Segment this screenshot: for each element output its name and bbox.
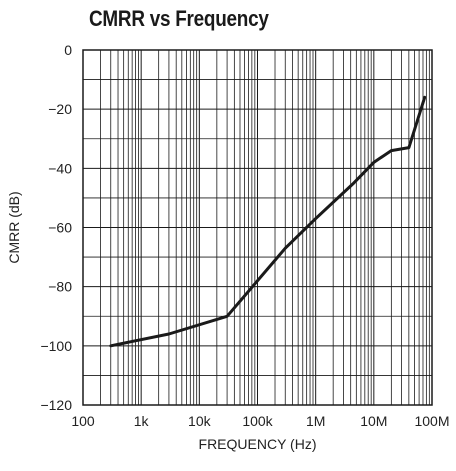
y-tick-label: −40 [48, 160, 72, 176]
y-tick-label: −20 [48, 101, 72, 117]
x-tick-label: 100k [242, 413, 273, 429]
y-tick-label: −80 [48, 279, 72, 295]
chart-title: CMRR vs Frequency [89, 6, 269, 31]
plot-frame [82, 49, 433, 406]
x-tick-label: 1M [306, 413, 325, 429]
y-tick-label: 0 [64, 42, 72, 58]
y-tick-label: −120 [40, 397, 72, 413]
grid [82, 49, 432, 406]
y-tick-label: −60 [48, 220, 72, 236]
x-tick-label: 100M [414, 413, 449, 429]
series-layer [109, 95, 427, 348]
x-tick-label: 100 [71, 413, 95, 429]
cmrr-series-line [109, 95, 427, 348]
tick-labels: 100 1k 10k 100k 1M 10M 100M 0 −20 −40 −60 −80 −100 −1… [40, 42, 449, 429]
y-axis-label: CMRR (dB) [6, 191, 22, 263]
x-tick-label: 1k [134, 413, 150, 429]
x-axis-label: FREQUENCY (Hz) [199, 436, 317, 452]
y-tick-label: −100 [40, 338, 72, 354]
x-tick-label: 10M [360, 413, 387, 429]
x-tick-label: 10k [188, 413, 212, 429]
